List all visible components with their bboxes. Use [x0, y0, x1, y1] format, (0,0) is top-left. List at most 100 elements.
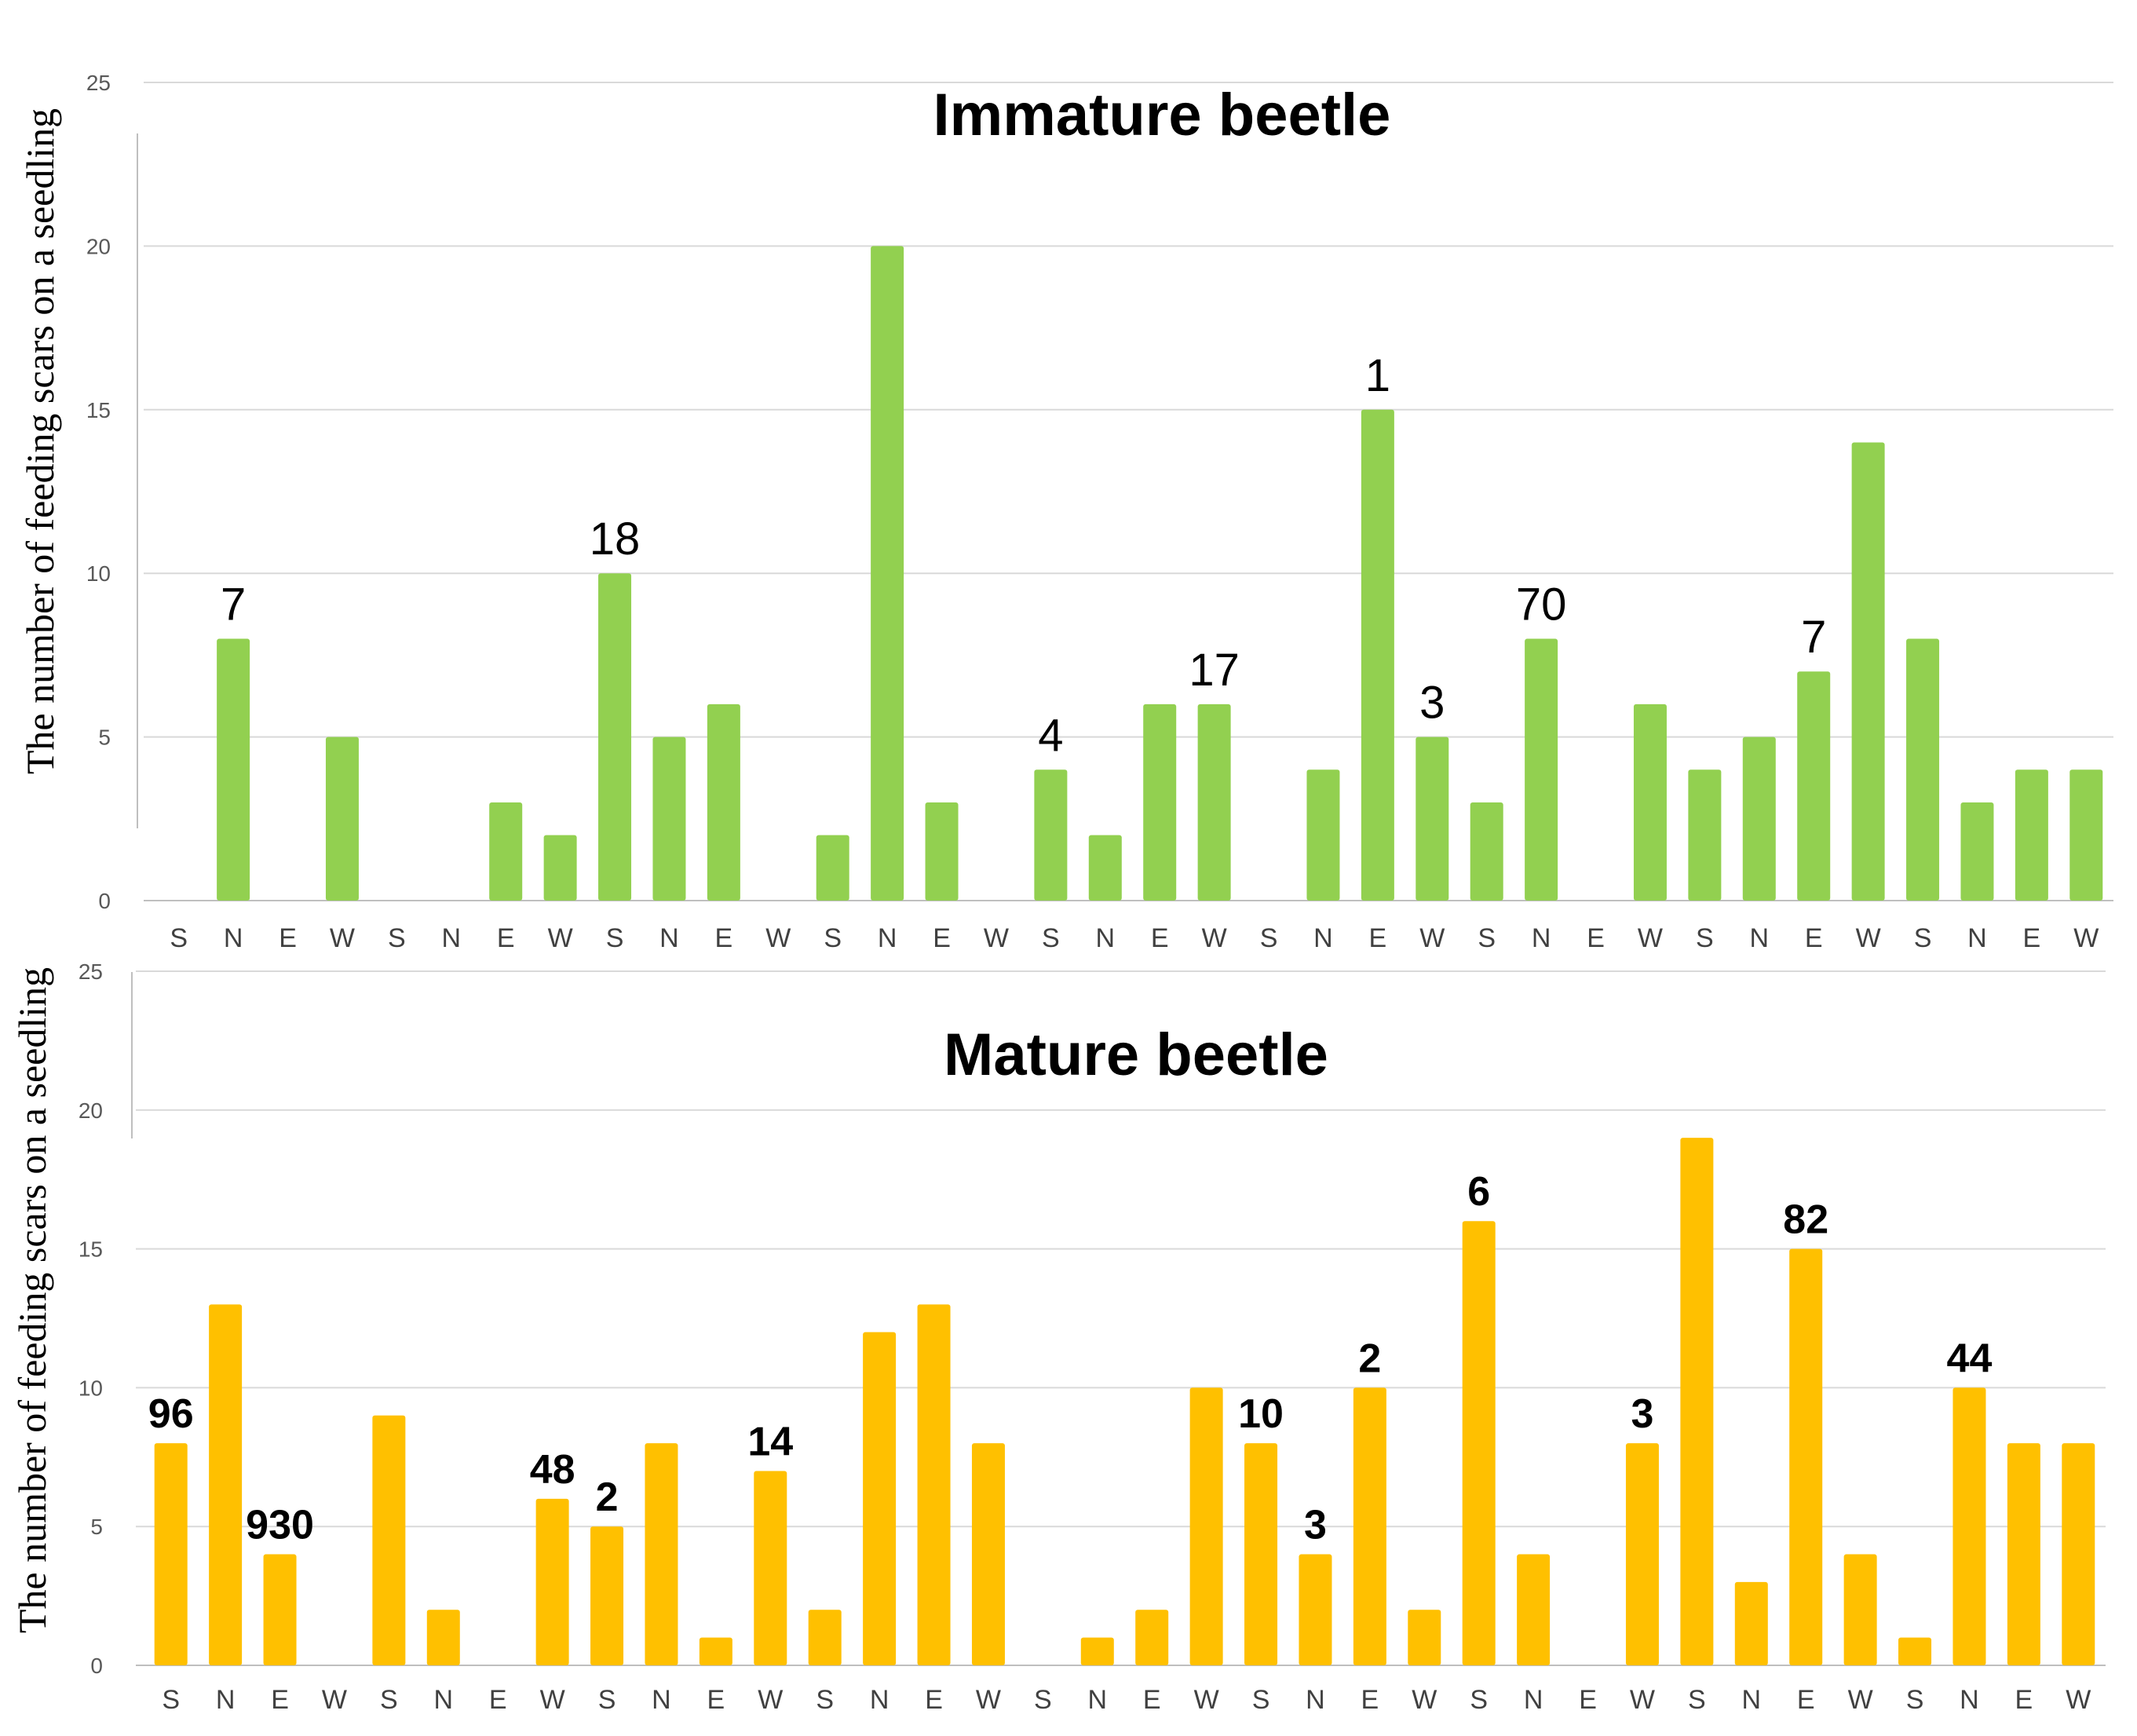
x-tick-label: E: [1579, 1685, 1597, 1715]
x-tick-label: N: [1967, 923, 1987, 953]
data-label: 17: [1189, 645, 1240, 696]
x-tick-label: E: [707, 1685, 725, 1715]
x-tick-label: W: [1194, 1685, 1219, 1715]
y-tick-label: 15: [79, 1237, 103, 1262]
data-label: 82: [1783, 1197, 1828, 1243]
data-label: 44: [1947, 1336, 1993, 1381]
x-tick-label: N: [1096, 923, 1116, 953]
x-tick-label: S: [1696, 923, 1714, 953]
x-tick-label: W: [976, 1685, 1001, 1715]
x-tick-label: W: [1856, 923, 1881, 953]
y-tick-label: 10: [86, 561, 111, 586]
bar: [699, 1637, 732, 1665]
y-tick-label: 0: [98, 889, 111, 913]
x-tick-label: E: [1587, 923, 1605, 953]
y-axis-label: The number of feeding scars on a seedlin…: [10, 967, 54, 1633]
bar: [1906, 638, 1940, 901]
y-tick-label: 10: [79, 1376, 103, 1400]
bar: [1680, 1138, 1714, 1665]
data-label: 18: [590, 513, 641, 565]
data-label: 1: [1365, 350, 1390, 401]
x-tick-label: W: [1202, 923, 1227, 953]
x-tick-label: S: [1470, 1685, 1488, 1715]
x-tick-label: S: [1688, 1685, 1706, 1715]
x-tick-label: E: [1797, 1685, 1815, 1715]
bar: [808, 1610, 842, 1665]
y-tick-label: 25: [86, 71, 111, 95]
x-tick-label: E: [2023, 923, 2041, 953]
data-label: 3: [1304, 1503, 1327, 1548]
bar: [754, 1471, 787, 1665]
x-tick-label: N: [1306, 1685, 1325, 1715]
bar: [217, 638, 250, 901]
chart-title: Immature beetle: [933, 82, 1391, 148]
x-tick-label: S: [1914, 923, 1932, 953]
bar: [372, 1415, 406, 1665]
x-tick-label: N: [1524, 1685, 1543, 1715]
bar: [1525, 638, 1558, 901]
x-tick-label: E: [1151, 923, 1169, 953]
x-tick-label: S: [1042, 923, 1060, 953]
x-tick-label: W: [1412, 1685, 1437, 1715]
data-label: 2: [1358, 1336, 1381, 1381]
x-tick-label: W: [984, 923, 1009, 953]
data-label: 14: [747, 1419, 793, 1464]
x-tick-label: N: [1313, 923, 1333, 953]
bar: [489, 802, 523, 901]
x-tick-label: S: [1478, 923, 1496, 953]
x-tick-label: N: [878, 923, 897, 953]
bar: [1088, 835, 1122, 901]
x-tick-label: S: [1034, 1685, 1052, 1715]
y-tick-label: 20: [79, 1098, 103, 1123]
data-label: 7: [221, 579, 246, 630]
x-tick-label: N: [870, 1685, 890, 1715]
data-label: 6: [1467, 1169, 1490, 1215]
x-tick-label: E: [489, 1685, 507, 1715]
x-tick-label: W: [765, 923, 791, 953]
y-tick-label: 20: [86, 234, 111, 258]
x-tick-label: E: [1361, 1685, 1379, 1715]
bar: [1197, 704, 1231, 901]
bar: [209, 1304, 243, 1665]
x-tick-label: S: [162, 1685, 180, 1715]
bar: [863, 1332, 897, 1665]
x-tick-label: W: [758, 1685, 783, 1715]
x-tick-label: N: [224, 923, 243, 953]
bar: [1953, 1387, 1986, 1665]
data-label: 2: [596, 1475, 619, 1520]
x-tick-label: S: [1260, 923, 1278, 953]
data-label: 3: [1419, 678, 1445, 729]
x-tick-label: E: [2015, 1685, 2033, 1715]
bar: [325, 736, 359, 901]
bar: [1789, 1248, 1823, 1665]
data-label: 4: [1038, 710, 1063, 761]
x-tick-label: N: [1088, 1685, 1108, 1715]
x-tick-label: N: [652, 1685, 671, 1715]
bar: [1625, 1443, 1659, 1665]
x-tick-label: N: [1750, 923, 1770, 953]
x-tick-label: E: [715, 923, 733, 953]
bar: [1517, 1554, 1551, 1665]
x-tick-label: S: [388, 923, 406, 953]
y-tick-label: 5: [98, 725, 111, 750]
x-tick-label: N: [1960, 1685, 1979, 1715]
mature-beetle-chart: 0 5 10 15 20 25 S N E W S N E W S N E W S N E W S N E W S N E W S N E W S N…: [10, 959, 2106, 1715]
data-label: 3: [1631, 1391, 1653, 1437]
x-tick-label: N: [442, 923, 462, 953]
bar: [426, 1610, 460, 1665]
bar: [1742, 736, 1776, 901]
bar: [1361, 409, 1394, 901]
bar: [543, 835, 577, 901]
bar: [535, 1498, 569, 1665]
data-label: 70: [1516, 579, 1567, 630]
bar: [1299, 1554, 1332, 1665]
chart-title: Mature beetle: [944, 1021, 1328, 1088]
bar: [652, 736, 686, 901]
bar: [1688, 769, 1722, 901]
x-tick-label: W: [2066, 1685, 2091, 1715]
bar: [2007, 1443, 2040, 1665]
bar: [263, 1554, 297, 1665]
bar: [1734, 1581, 1768, 1665]
y-axis-label: The number of feeding scars on a seedlin…: [18, 108, 62, 774]
